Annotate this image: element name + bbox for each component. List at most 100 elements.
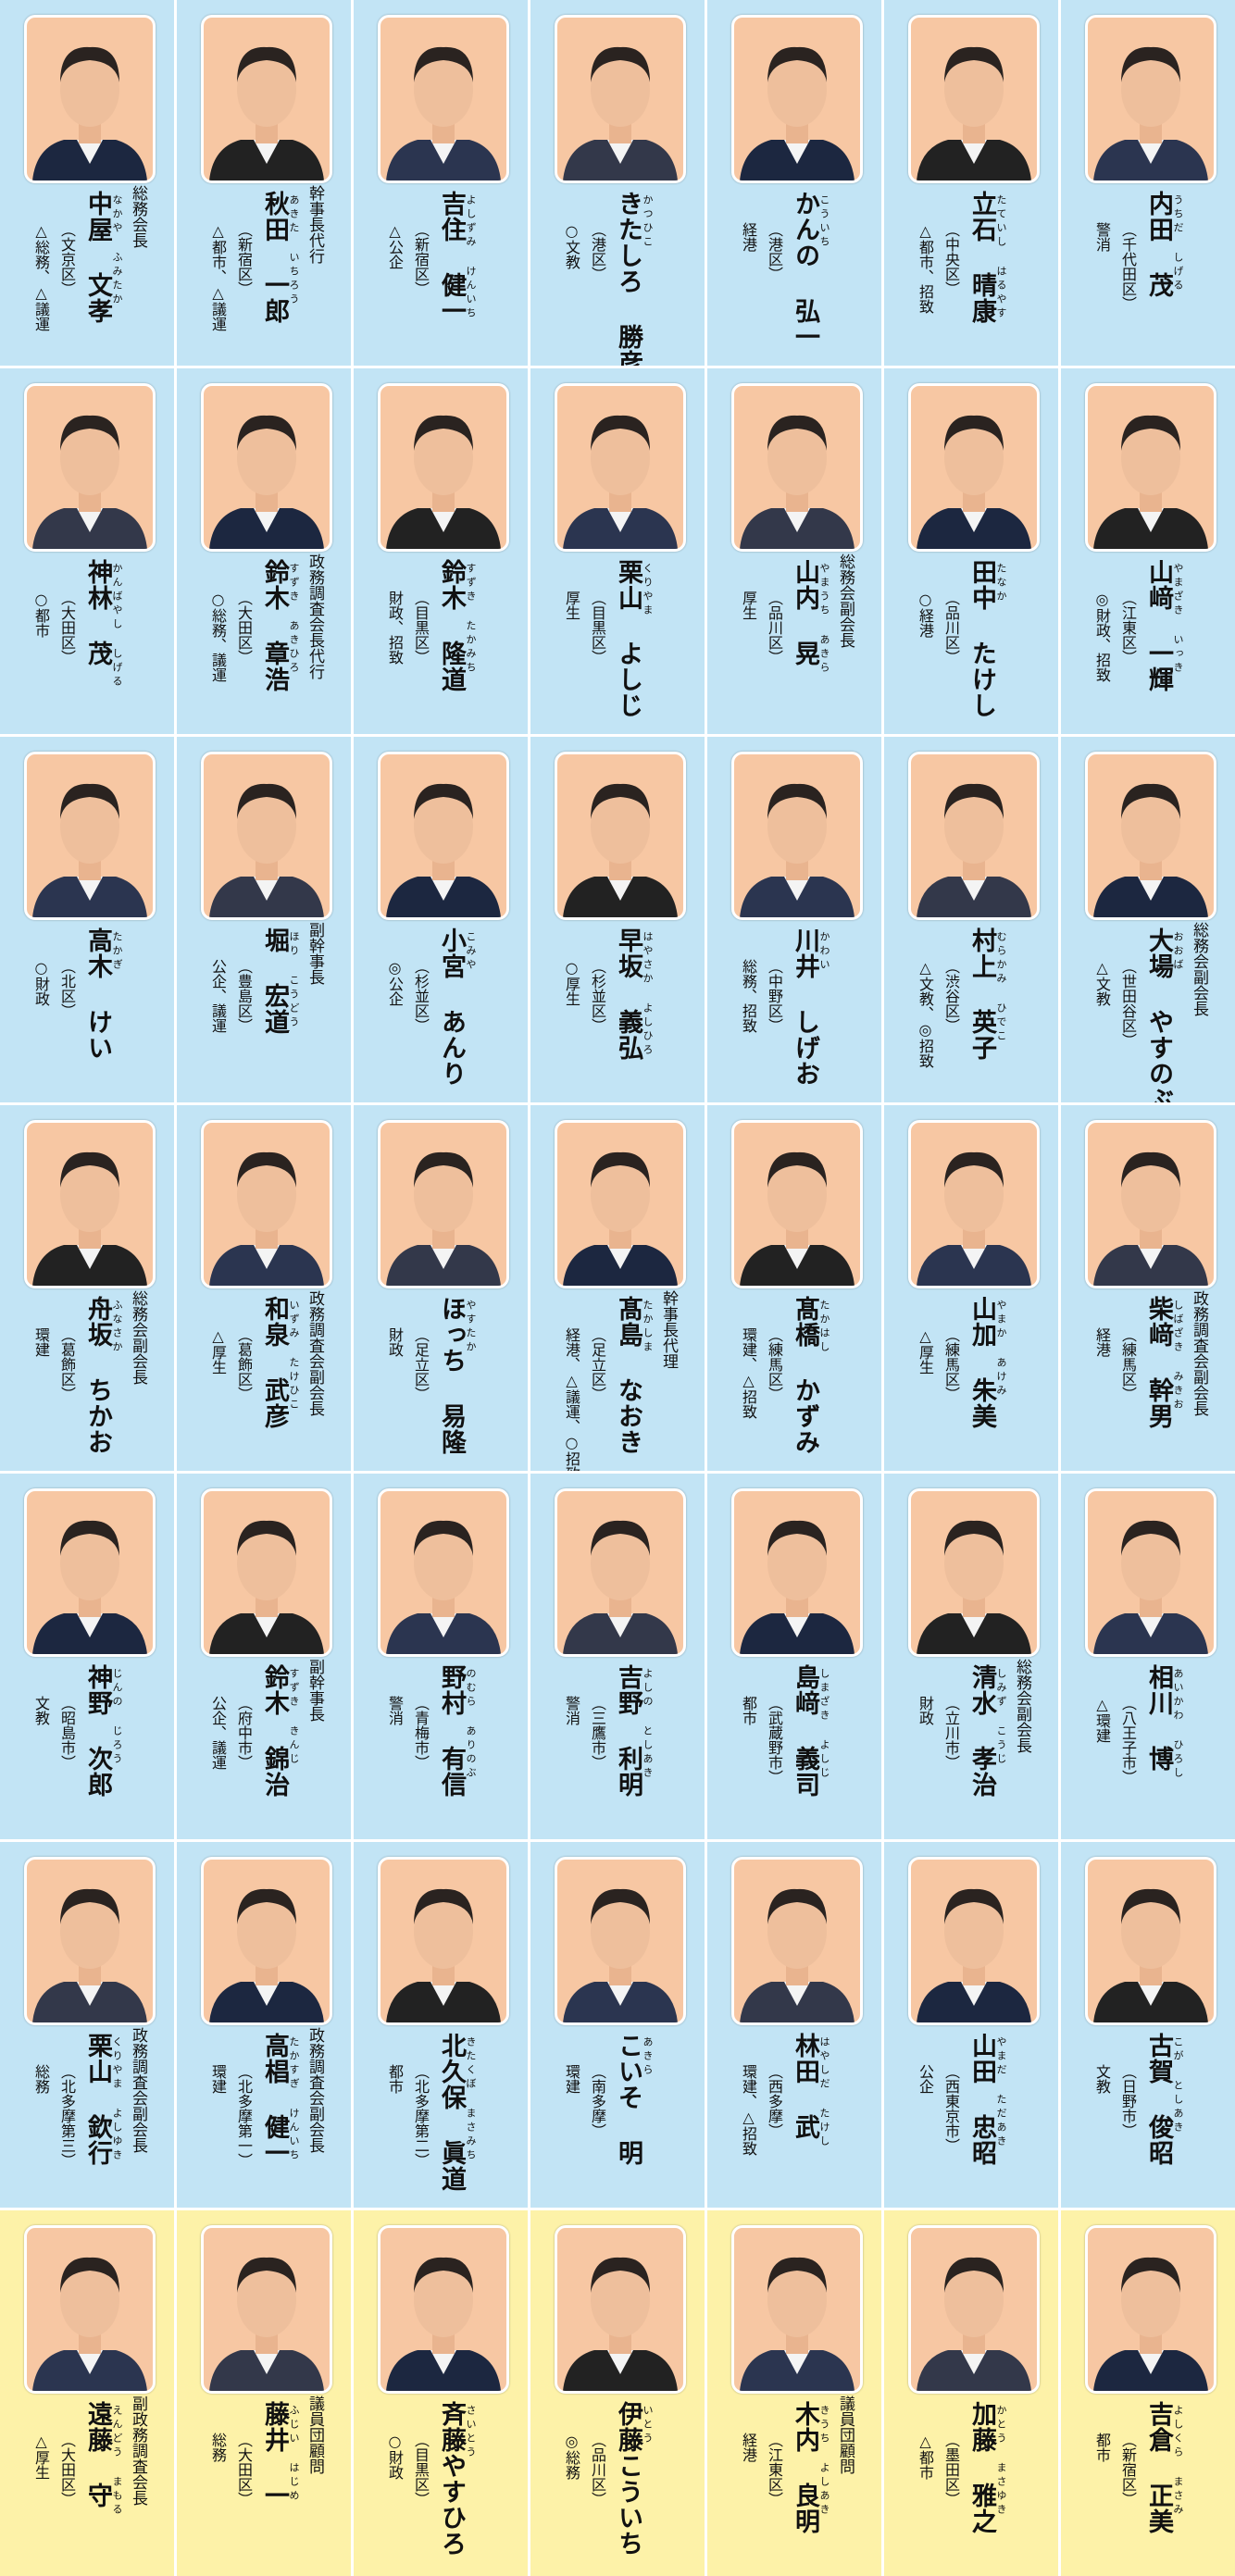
- shirt: [784, 2350, 810, 2374]
- district: （八王子市）: [1119, 1696, 1137, 1785]
- hair: [1121, 783, 1180, 819]
- member-card: よしの としあき 吉野 利明 （三鷹市） 警消: [530, 1474, 705, 1839]
- shirt: [961, 508, 987, 532]
- portrait: [731, 752, 863, 920]
- portrait-silhouette: [32, 46, 147, 180]
- hair: [60, 1888, 119, 1924]
- shirt: [784, 1982, 810, 2006]
- member-card: 副幹事長 ほり こうどう堀 宏道 （豊島区） 公企、議運: [177, 737, 351, 1102]
- committees: 環建、△招致: [740, 2064, 757, 2156]
- reading: はやしだ たけし: [818, 2036, 830, 2149]
- member-card: 総務会長 なかや ふみたか 中屋 文孝 （文京区） △総務、△議運: [0, 0, 174, 366]
- committees: 環建、△招致: [740, 1327, 757, 1419]
- committees: 文教: [32, 1696, 50, 1725]
- name: 加藤 雅之: [967, 2401, 996, 2534]
- portrait-silhouette: [740, 783, 855, 917]
- face: [237, 53, 296, 127]
- district: （立川市）: [942, 1696, 960, 1770]
- face: [1121, 53, 1180, 127]
- shirt: [430, 140, 456, 164]
- hair: [414, 1151, 473, 1188]
- face: [767, 1895, 827, 1969]
- shirt: [607, 1982, 633, 2006]
- district: （西東京市）: [942, 2064, 960, 2153]
- committees: 経港: [1093, 1327, 1111, 1357]
- reading: やまか あけみ: [995, 1300, 1007, 1399]
- member-card: やまだ ただあき 山田 忠昭 （西東京市） 公企: [884, 1842, 1058, 2208]
- shirt: [784, 1613, 810, 1637]
- role: 議員団顧問: [306, 2396, 324, 2474]
- portrait: [201, 1857, 332, 2025]
- portrait-silhouette: [740, 1888, 855, 2022]
- name: 柴﨑 幹男: [1144, 1296, 1173, 1429]
- member-card: じんの じろう 神野 次郎 （昭島市） 文教: [0, 1474, 174, 1839]
- face: [591, 790, 650, 864]
- face: [767, 421, 827, 495]
- portrait-silhouette: [209, 1888, 324, 2022]
- name: 舟坂 ちかお: [83, 1296, 112, 1455]
- district: （練馬区）: [766, 1327, 783, 1401]
- shirt: [1138, 877, 1164, 901]
- portrait-silhouette: [1093, 1151, 1208, 1286]
- committees: ○総務、議運: [209, 591, 227, 682]
- committees: 都市: [386, 2064, 404, 2094]
- member-card: 政務調査会副会長 いずみ たけひこ 和泉 武彦 （葛飾区） △厚生: [177, 1105, 351, 1471]
- committees: △都市、△議運: [209, 222, 227, 331]
- reading: のむら ありのぶ: [465, 1668, 477, 1781]
- committees: 公企、議運: [209, 1696, 227, 1770]
- shirt: [254, 1245, 280, 1269]
- name: 古賀 俊昭: [1144, 2033, 1173, 2166]
- member-card: やまざき いっき 山﨑 一輝 （江東区） ◎財政、招致: [1061, 368, 1235, 734]
- role: 総務会長: [129, 185, 147, 248]
- hair: [414, 1888, 473, 1924]
- committees: ○財政: [32, 959, 50, 1006]
- member-card: よしくら まさみ 吉倉 正美 （新宿区） 都市: [1061, 2210, 1235, 2576]
- member-card: すずき たかみち 鈴木 隆道 （目黒区） 財政、招致: [354, 368, 528, 734]
- district: （西多摩）: [766, 2064, 783, 2138]
- committees: 都市: [740, 1696, 757, 1725]
- portrait: [24, 1488, 156, 1657]
- name: 野村 有信: [437, 1664, 466, 1798]
- committees: 総務、招致: [740, 959, 757, 1033]
- portrait-silhouette: [32, 1888, 147, 2022]
- reading: こみや: [465, 931, 477, 973]
- member-card: 総務会副会長 おおば 大場 やすのぶ （世田谷区） △文教: [1061, 737, 1235, 1102]
- member-card: 総務会副会長 ふなさか 舟坂 ちかお （葛飾区） 環建: [0, 1105, 174, 1471]
- member-card: 副幹事長 すずき きんじ 鈴木 錦治 （府中市） 公企、議運: [177, 1474, 351, 1839]
- portrait: [908, 383, 1040, 552]
- district: （北多摩第二）: [412, 2064, 430, 2168]
- name: 村上 英子: [967, 927, 996, 1061]
- committees: 財政、招致: [386, 591, 404, 665]
- portrait: [908, 1488, 1040, 1657]
- hair: [60, 1151, 119, 1188]
- shirt: [254, 877, 280, 901]
- portrait: [731, 2225, 863, 2394]
- face: [591, 1158, 650, 1232]
- portrait: [731, 1857, 863, 2025]
- shirt: [430, 1982, 456, 2006]
- member-card: やまか あけみ 山加 朱美 （練馬区） △厚生: [884, 1105, 1058, 1471]
- committees: 経港: [740, 2433, 757, 2462]
- face: [944, 1895, 1004, 1969]
- name: 栗山 よしじ: [614, 559, 642, 718]
- name: 鈴木 隆道: [437, 559, 466, 692]
- name: こいそ 明: [614, 2033, 642, 2166]
- face: [60, 421, 119, 495]
- name: 遠藤 守: [83, 2401, 112, 2508]
- reading: すずき たかみち: [465, 563, 477, 676]
- district: （目黒区）: [589, 591, 606, 665]
- member-card: やすたか ほっち 易隆 （足立区） 財政: [354, 1105, 528, 1471]
- name: 髙島 なおき: [614, 1296, 642, 1455]
- hair: [414, 783, 473, 819]
- committees: 公企: [917, 2064, 934, 2094]
- district: （北多摩第三）: [58, 2064, 76, 2168]
- role: 政務調査会副会長: [129, 2027, 147, 2153]
- district: （大田区）: [235, 2433, 253, 2507]
- name: 田中 たけし: [967, 559, 996, 718]
- shirt: [430, 508, 456, 532]
- member-card: 幹事長代理 たかしま 髙島 なおき （足立区） 経港、△議運、○招致: [530, 1105, 705, 1471]
- face: [944, 53, 1004, 127]
- shirt: [961, 1982, 987, 2006]
- hair: [60, 2257, 119, 2293]
